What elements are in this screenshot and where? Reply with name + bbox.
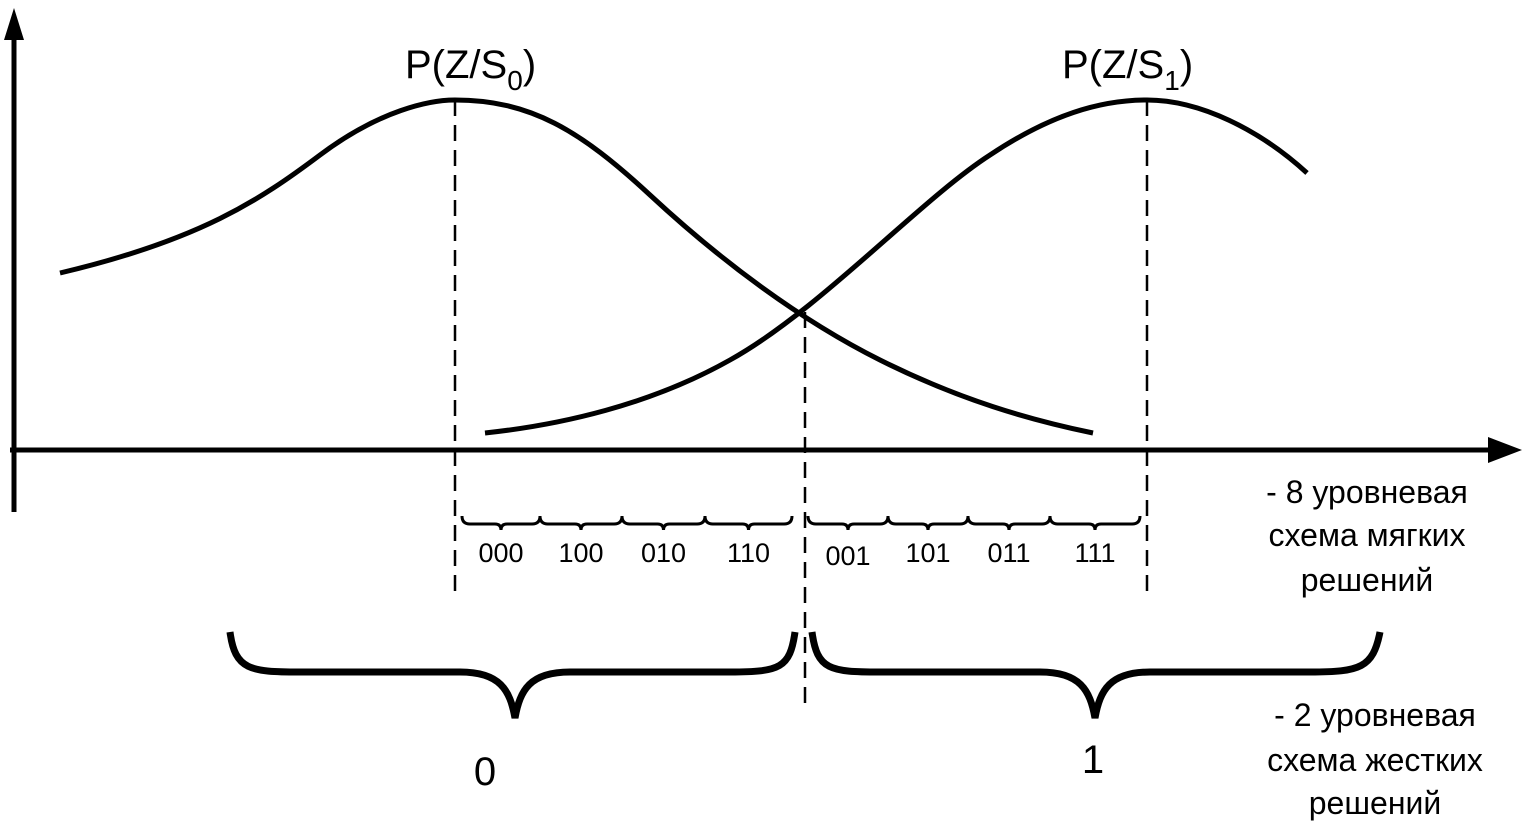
subscript: 0 xyxy=(507,65,523,96)
big-brace xyxy=(226,631,799,719)
small-brace xyxy=(538,515,624,531)
small-brace xyxy=(460,515,542,531)
soft-level: 011 xyxy=(987,538,1030,568)
soft-level: 000 xyxy=(478,538,523,568)
note: - 8 уровневая схема мягких решений - 2 у… xyxy=(1266,474,1483,821)
soft-level: 010 xyxy=(641,538,686,568)
curve-s0 xyxy=(59,97,1094,436)
note-line: схема жестких xyxy=(1267,742,1483,778)
small-brace xyxy=(1048,515,1142,531)
label-end: ) xyxy=(523,43,536,87)
soft-level: 111 xyxy=(1074,538,1115,568)
soft-level: 101 xyxy=(905,538,950,568)
x-arrow xyxy=(1488,437,1522,463)
note-line: решений xyxy=(1301,562,1433,598)
curve-label: P(Z/S1) xyxy=(1062,43,1193,96)
label-end: ) xyxy=(1180,43,1193,87)
note-line: схема мягких xyxy=(1269,517,1466,553)
hard-level: 0 xyxy=(474,750,496,794)
soft-level: 001 xyxy=(825,541,870,571)
note-line: - 8 уровневая xyxy=(1266,474,1468,510)
curve-label: P(Z/S0) xyxy=(405,43,536,96)
small-brace xyxy=(806,515,890,531)
soft-level: 110 xyxy=(727,538,770,568)
small-brace xyxy=(703,515,794,531)
note-line: - 2 уровневая xyxy=(1274,697,1476,733)
curve-s1 xyxy=(484,97,1309,436)
soft-level: 100 xyxy=(558,538,603,568)
small-brace xyxy=(620,515,707,531)
big-brace xyxy=(808,631,1384,719)
hard-level: 1 xyxy=(1082,738,1104,782)
subscript: 1 xyxy=(1164,65,1180,96)
label: P(Z/S xyxy=(405,43,507,87)
small-brace xyxy=(886,515,970,531)
note-line: решений xyxy=(1309,785,1441,821)
y-arrow xyxy=(4,8,24,40)
label: P(Z/S xyxy=(1062,43,1164,87)
small-brace xyxy=(966,515,1052,531)
